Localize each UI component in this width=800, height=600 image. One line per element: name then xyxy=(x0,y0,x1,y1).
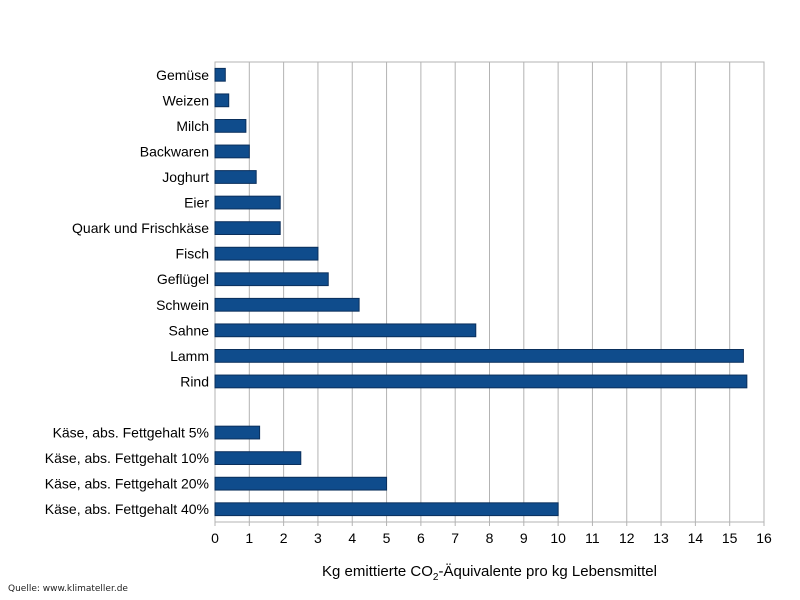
x-axis-title-prefix: Kg emittierte CO xyxy=(322,563,433,580)
source-note: Quelle: www.klimateller.de xyxy=(8,584,128,594)
category-label: Gemüse xyxy=(156,67,209,83)
category-label: Sahne xyxy=(169,322,210,338)
bar xyxy=(214,272,329,287)
x-tick-label: 14 xyxy=(688,530,704,546)
category-label: Käse, abs. Fettgehalt 10% xyxy=(45,450,209,466)
category-labels: Gemüse Weizen Milch Backwaren Joghurt Eier Qua… xyxy=(45,67,210,517)
x-tick-label: 15 xyxy=(722,530,738,546)
x-axis-title-suffix: -Äquivalente pro kg Lebensmittel xyxy=(438,563,656,580)
category-label: Joghurt xyxy=(162,169,209,185)
bar xyxy=(214,476,388,491)
category-label: Quark und Frischkäse xyxy=(72,220,209,236)
x-tick-label: 11 xyxy=(585,530,600,546)
category-label: Milch xyxy=(176,118,209,134)
x-tick-label: 13 xyxy=(653,530,669,546)
x-tick-label: 3 xyxy=(314,530,322,546)
x-tick-label: 4 xyxy=(348,530,356,546)
category-label: Geflügel xyxy=(157,271,209,287)
bar xyxy=(214,195,281,210)
x-tick-label: 1 xyxy=(245,530,253,546)
category-label: Käse, abs. Fettgehalt 40% xyxy=(45,501,209,517)
bar xyxy=(214,119,247,133)
bar xyxy=(214,93,230,108)
x-tick-label: 8 xyxy=(486,530,494,546)
x-tick-label: 6 xyxy=(417,530,425,546)
bar xyxy=(214,374,748,389)
category-label: Schwein xyxy=(156,297,209,313)
x-tick-label: 12 xyxy=(619,530,635,546)
x-tick-labels: 0 1 2 3 4 5 6 7 8 9 10 11 12 13 14 15 16 xyxy=(211,530,772,546)
bar xyxy=(214,246,319,261)
bar xyxy=(214,67,226,82)
x-tick-label: 10 xyxy=(550,530,566,546)
bar xyxy=(214,170,257,184)
gridlines xyxy=(214,62,765,526)
x-tick-label: 7 xyxy=(451,530,459,546)
category-label: Fisch xyxy=(176,246,209,262)
category-label: Eier xyxy=(184,195,209,211)
x-tick-label: 2 xyxy=(280,530,288,546)
bar xyxy=(214,451,302,466)
category-label: Lamm xyxy=(170,348,209,364)
bar xyxy=(214,323,477,338)
bar xyxy=(214,349,744,363)
bar xyxy=(214,221,281,236)
bar xyxy=(214,144,250,159)
x-tick-label: 0 xyxy=(211,530,219,546)
x-tick-label: 5 xyxy=(383,530,391,546)
category-label: Käse, abs. Fettgehalt 5% xyxy=(53,425,209,441)
category-label: Rind xyxy=(180,373,209,389)
x-axis-title: Kg emittierte CO2-Äquivalente pro kg Leb… xyxy=(322,563,657,583)
category-label: Weizen xyxy=(163,92,209,108)
category-label: Backwaren xyxy=(140,143,209,159)
category-label: Käse, abs. Fettgehalt 20% xyxy=(45,476,209,492)
x-tick-label: 16 xyxy=(756,530,772,546)
x-axis-title-subscript: 2 xyxy=(433,572,439,583)
bars xyxy=(214,67,748,517)
x-tick-label: 9 xyxy=(520,530,528,546)
bar xyxy=(214,502,559,517)
bar xyxy=(214,297,360,312)
bar xyxy=(214,425,261,440)
